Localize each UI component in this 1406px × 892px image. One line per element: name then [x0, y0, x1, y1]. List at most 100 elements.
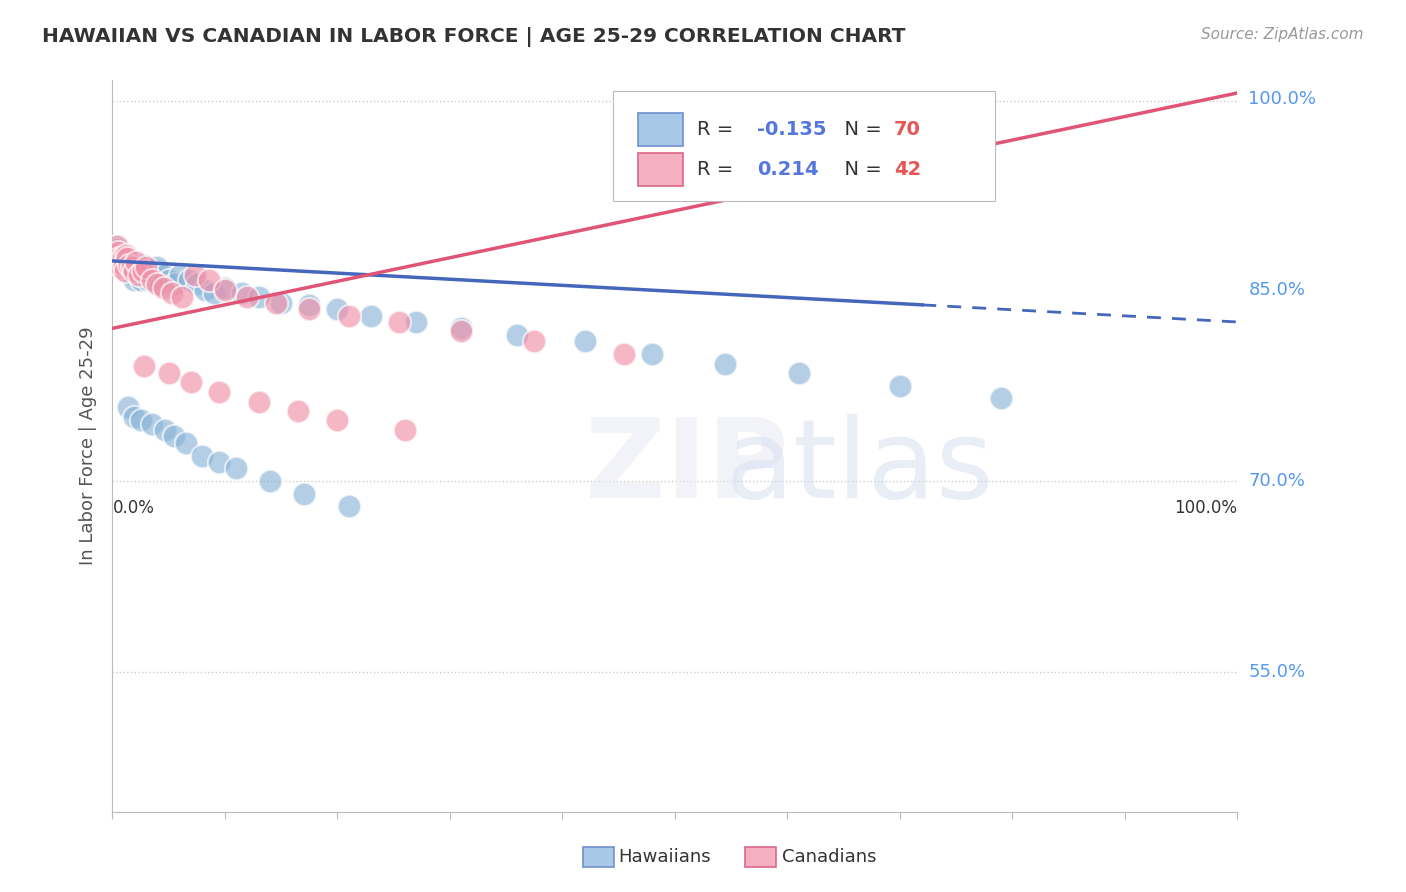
- Point: [129, 413, 152, 427]
- Point: [208, 455, 231, 469]
- Point: [112, 258, 135, 272]
- Point: [157, 273, 180, 287]
- Text: atlas: atlas: [725, 415, 994, 522]
- Point: [105, 238, 128, 252]
- Point: [149, 277, 172, 291]
- Point: [111, 255, 134, 269]
- Point: [122, 410, 145, 425]
- Point: [135, 260, 157, 275]
- Point: [122, 273, 145, 287]
- Text: 85.0%: 85.0%: [1249, 281, 1305, 299]
- Point: [110, 252, 132, 266]
- Text: N =: N =: [832, 120, 889, 139]
- Point: [108, 252, 131, 266]
- Point: [214, 283, 236, 297]
- Point: [405, 315, 427, 329]
- Text: N =: N =: [832, 160, 889, 179]
- Point: [287, 404, 309, 418]
- Point: [990, 392, 1012, 406]
- Point: [115, 260, 138, 275]
- Point: [394, 423, 416, 437]
- Point: [191, 449, 214, 463]
- Y-axis label: In Labor Force | Age 25-29: In Labor Force | Age 25-29: [79, 326, 97, 566]
- Point: [125, 255, 148, 269]
- Point: [714, 357, 737, 371]
- Point: [120, 260, 142, 275]
- Point: [121, 258, 143, 272]
- Text: Hawaiians: Hawaiians: [619, 848, 711, 866]
- Point: [112, 252, 135, 266]
- Point: [155, 423, 177, 437]
- Text: 100.0%: 100.0%: [1174, 499, 1237, 516]
- Text: ZIP: ZIP: [585, 415, 789, 522]
- Point: [107, 245, 129, 260]
- Point: [121, 260, 143, 275]
- Point: [157, 366, 180, 380]
- Point: [143, 270, 166, 285]
- Point: [117, 401, 139, 415]
- Point: [169, 268, 191, 282]
- Point: [115, 252, 138, 266]
- Point: [110, 255, 132, 269]
- Point: [146, 277, 169, 291]
- Point: [183, 268, 205, 282]
- Point: [115, 247, 138, 261]
- Point: [132, 264, 155, 278]
- Point: [112, 260, 135, 275]
- Point: [163, 277, 186, 291]
- Point: [104, 247, 127, 261]
- Point: [264, 296, 287, 310]
- Point: [180, 375, 202, 389]
- Text: R =: R =: [697, 120, 740, 139]
- Point: [124, 255, 146, 269]
- FancyBboxPatch shape: [638, 113, 683, 146]
- Text: Canadians: Canadians: [782, 848, 876, 866]
- Point: [326, 302, 349, 317]
- Point: [115, 264, 138, 278]
- Point: [127, 260, 149, 275]
- Point: [337, 500, 360, 514]
- Point: [202, 285, 225, 300]
- Point: [225, 461, 247, 475]
- Point: [787, 366, 810, 380]
- Point: [105, 238, 128, 252]
- Point: [270, 296, 292, 310]
- Point: [259, 474, 281, 488]
- Point: [247, 395, 270, 409]
- Point: [208, 384, 231, 399]
- Point: [214, 280, 236, 294]
- Point: [231, 285, 253, 300]
- Point: [298, 302, 321, 317]
- Text: 0.0%: 0.0%: [112, 499, 155, 516]
- Point: [111, 250, 134, 264]
- Point: [117, 255, 139, 269]
- Point: [132, 359, 155, 374]
- Point: [163, 429, 186, 443]
- Point: [236, 289, 259, 303]
- Point: [107, 243, 129, 257]
- Point: [132, 264, 155, 278]
- Point: [110, 250, 132, 264]
- Point: [174, 435, 197, 450]
- Text: 70: 70: [894, 120, 921, 139]
- Point: [114, 258, 136, 272]
- Text: 100.0%: 100.0%: [1249, 90, 1316, 108]
- Point: [125, 258, 148, 272]
- Point: [141, 417, 163, 431]
- Point: [450, 321, 472, 335]
- Point: [506, 327, 529, 342]
- FancyBboxPatch shape: [613, 91, 995, 201]
- Point: [613, 347, 636, 361]
- Point: [128, 268, 150, 282]
- Point: [450, 324, 472, 338]
- Point: [138, 273, 160, 287]
- Point: [523, 334, 546, 348]
- Point: [129, 273, 152, 287]
- Text: 70.0%: 70.0%: [1249, 472, 1305, 490]
- Point: [118, 252, 141, 267]
- Point: [110, 260, 132, 275]
- Point: [337, 309, 360, 323]
- Point: [146, 260, 169, 275]
- Text: Source: ZipAtlas.com: Source: ZipAtlas.com: [1201, 27, 1364, 42]
- Text: 55.0%: 55.0%: [1249, 663, 1306, 681]
